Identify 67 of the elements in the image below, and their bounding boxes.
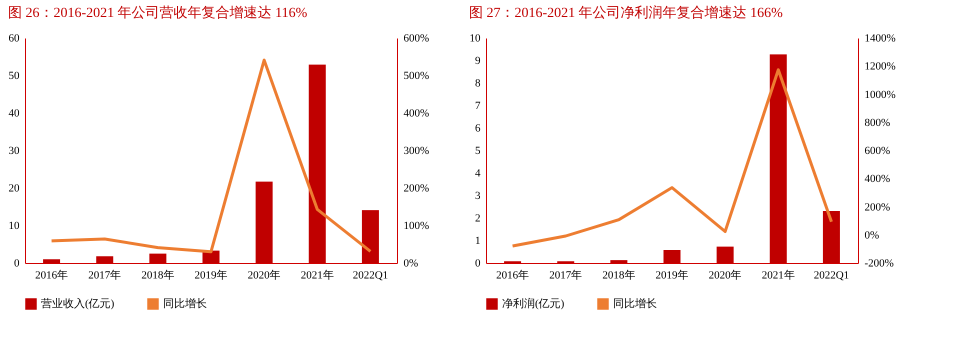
y2-tick-label: 400% [404,108,430,120]
y2-tick-label: 1000% [864,88,896,101]
x-tick-label: 2018年 [141,270,174,282]
bar [716,246,734,263]
y-tick-label: 9 [475,55,481,67]
x-tick-label: 2020年 [248,270,281,282]
y2-tick-label: 400% [864,173,890,186]
y-tick-label: 6 [475,122,481,134]
legend-label: 净利润(亿元) [502,297,565,310]
bar [308,64,326,263]
y-tick-label: 30 [8,145,20,157]
bar [610,260,628,263]
y-tick-label: 10 [8,220,20,232]
bar [43,259,60,263]
y-tick-label: 40 [8,108,20,120]
x-tick-label: 2021年 [762,270,795,282]
bar [663,250,681,263]
line-series [511,68,833,248]
y-tick-label: 0 [14,258,20,270]
x-tick-label: 2017年 [549,270,582,282]
y-tick-label: 60 [8,32,20,44]
y2-tick-label: 0% [864,229,880,242]
x-tick-label: 2022Q1 [352,270,388,282]
bar [256,182,273,263]
x-tick-label: 2017年 [88,270,122,282]
y2-tick-label: 600% [864,145,890,157]
x-tick-label: 2018年 [602,270,636,282]
y2-tick-label: 300% [404,145,430,157]
x-tick-label: 2021年 [300,270,334,282]
bar [149,254,166,263]
legend-label: 同比增长 [163,297,207,310]
chart-title: 图 27：2016-2021 年公司净利润年复合增速达 166% [469,5,784,21]
y-tick-label: 4 [475,168,481,180]
y-tick-label: 3 [475,190,481,202]
y2-tick-label: 200% [864,201,890,214]
x-tick-label: 2016年 [35,270,68,282]
chart-title: 图 26：2016-2021 年公司营收年复合增速达 116% [8,5,308,21]
y2-tick-label: 600% [404,32,430,44]
y2-tick-label: 0% [404,258,418,270]
y2-tick-label: 800% [864,116,890,129]
y2-tick-label: 100% [404,220,430,232]
line-series [50,58,372,254]
y-tick-label: 10 [470,32,481,44]
y-tick-label: 50 [8,70,20,82]
y-tick-label: 7 [475,100,481,112]
x-tick-label: 2016年 [496,270,530,282]
x-tick-label: 2019年 [194,270,228,282]
legend-label: 营业收入(亿元) [41,297,115,310]
bar [96,256,114,263]
bar [770,54,787,263]
bar [822,211,840,263]
y-tick-label: 20 [8,182,20,194]
y-tick-label: 2 [475,212,480,224]
x-tick-label: 2022Q1 [814,270,850,282]
y-tick-label: 5 [475,145,481,157]
y-tick-label: 0 [475,258,481,270]
y2-tick-label: 1200% [864,60,896,73]
bar [362,210,379,263]
y2-tick-label: 500% [404,70,430,82]
x-tick-label: 2019年 [656,270,688,282]
y-tick-label: 8 [475,78,481,90]
x-tick-label: 2020年 [708,270,742,282]
y2-tick-label: 1400% [864,32,896,44]
y2-tick-label: 200% [404,182,430,194]
y-tick-label: 1 [475,235,480,247]
legend-label: 同比增长 [613,297,657,310]
y2-tick-label: -200% [864,258,894,270]
